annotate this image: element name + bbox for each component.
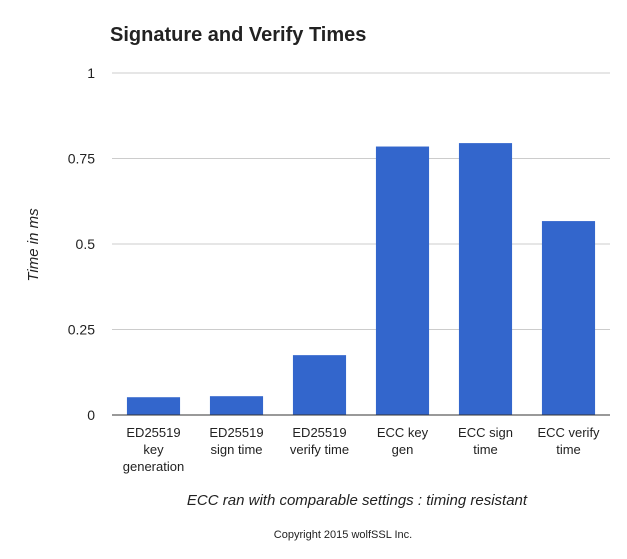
bars bbox=[126, 143, 596, 416]
x-category-label: ED25519 verify time bbox=[290, 425, 349, 457]
x-category-label: ED25519 sign time bbox=[209, 425, 263, 457]
x-axis-categories: ED25519 key generation ED25519 sign time ED25… bbox=[123, 425, 600, 474]
bar bbox=[126, 397, 181, 415]
x-category-label: ECC sign time bbox=[458, 425, 513, 457]
x-category-label: ECC verify time bbox=[537, 425, 600, 457]
y-tick-label: 0.75 bbox=[68, 151, 95, 167]
y-axis-ticks: 0 0.25 0.5 0.75 1 bbox=[68, 65, 95, 423]
x-category-label: ECC key gen bbox=[377, 425, 429, 457]
bar bbox=[458, 143, 513, 416]
y-tick-label: 0.5 bbox=[76, 236, 96, 252]
bar bbox=[541, 221, 596, 415]
bar bbox=[292, 355, 347, 415]
y-tick-label: 0 bbox=[87, 407, 95, 423]
chart-title: Signature and Verify Times bbox=[110, 24, 366, 46]
y-tick-label: 0.25 bbox=[68, 322, 95, 338]
x-axis-title: ECC ran with comparable settings : timin… bbox=[187, 492, 528, 509]
copyright-footer: Copyright 2015 wolfSSL Inc. bbox=[274, 529, 412, 541]
gridlines bbox=[112, 72, 610, 330]
y-tick-label: 1 bbox=[87, 65, 95, 81]
bar bbox=[375, 146, 430, 415]
x-category-label: ED25519 key generation bbox=[123, 425, 184, 474]
y-axis-title: Time in ms bbox=[25, 208, 42, 282]
bar bbox=[209, 396, 264, 415]
